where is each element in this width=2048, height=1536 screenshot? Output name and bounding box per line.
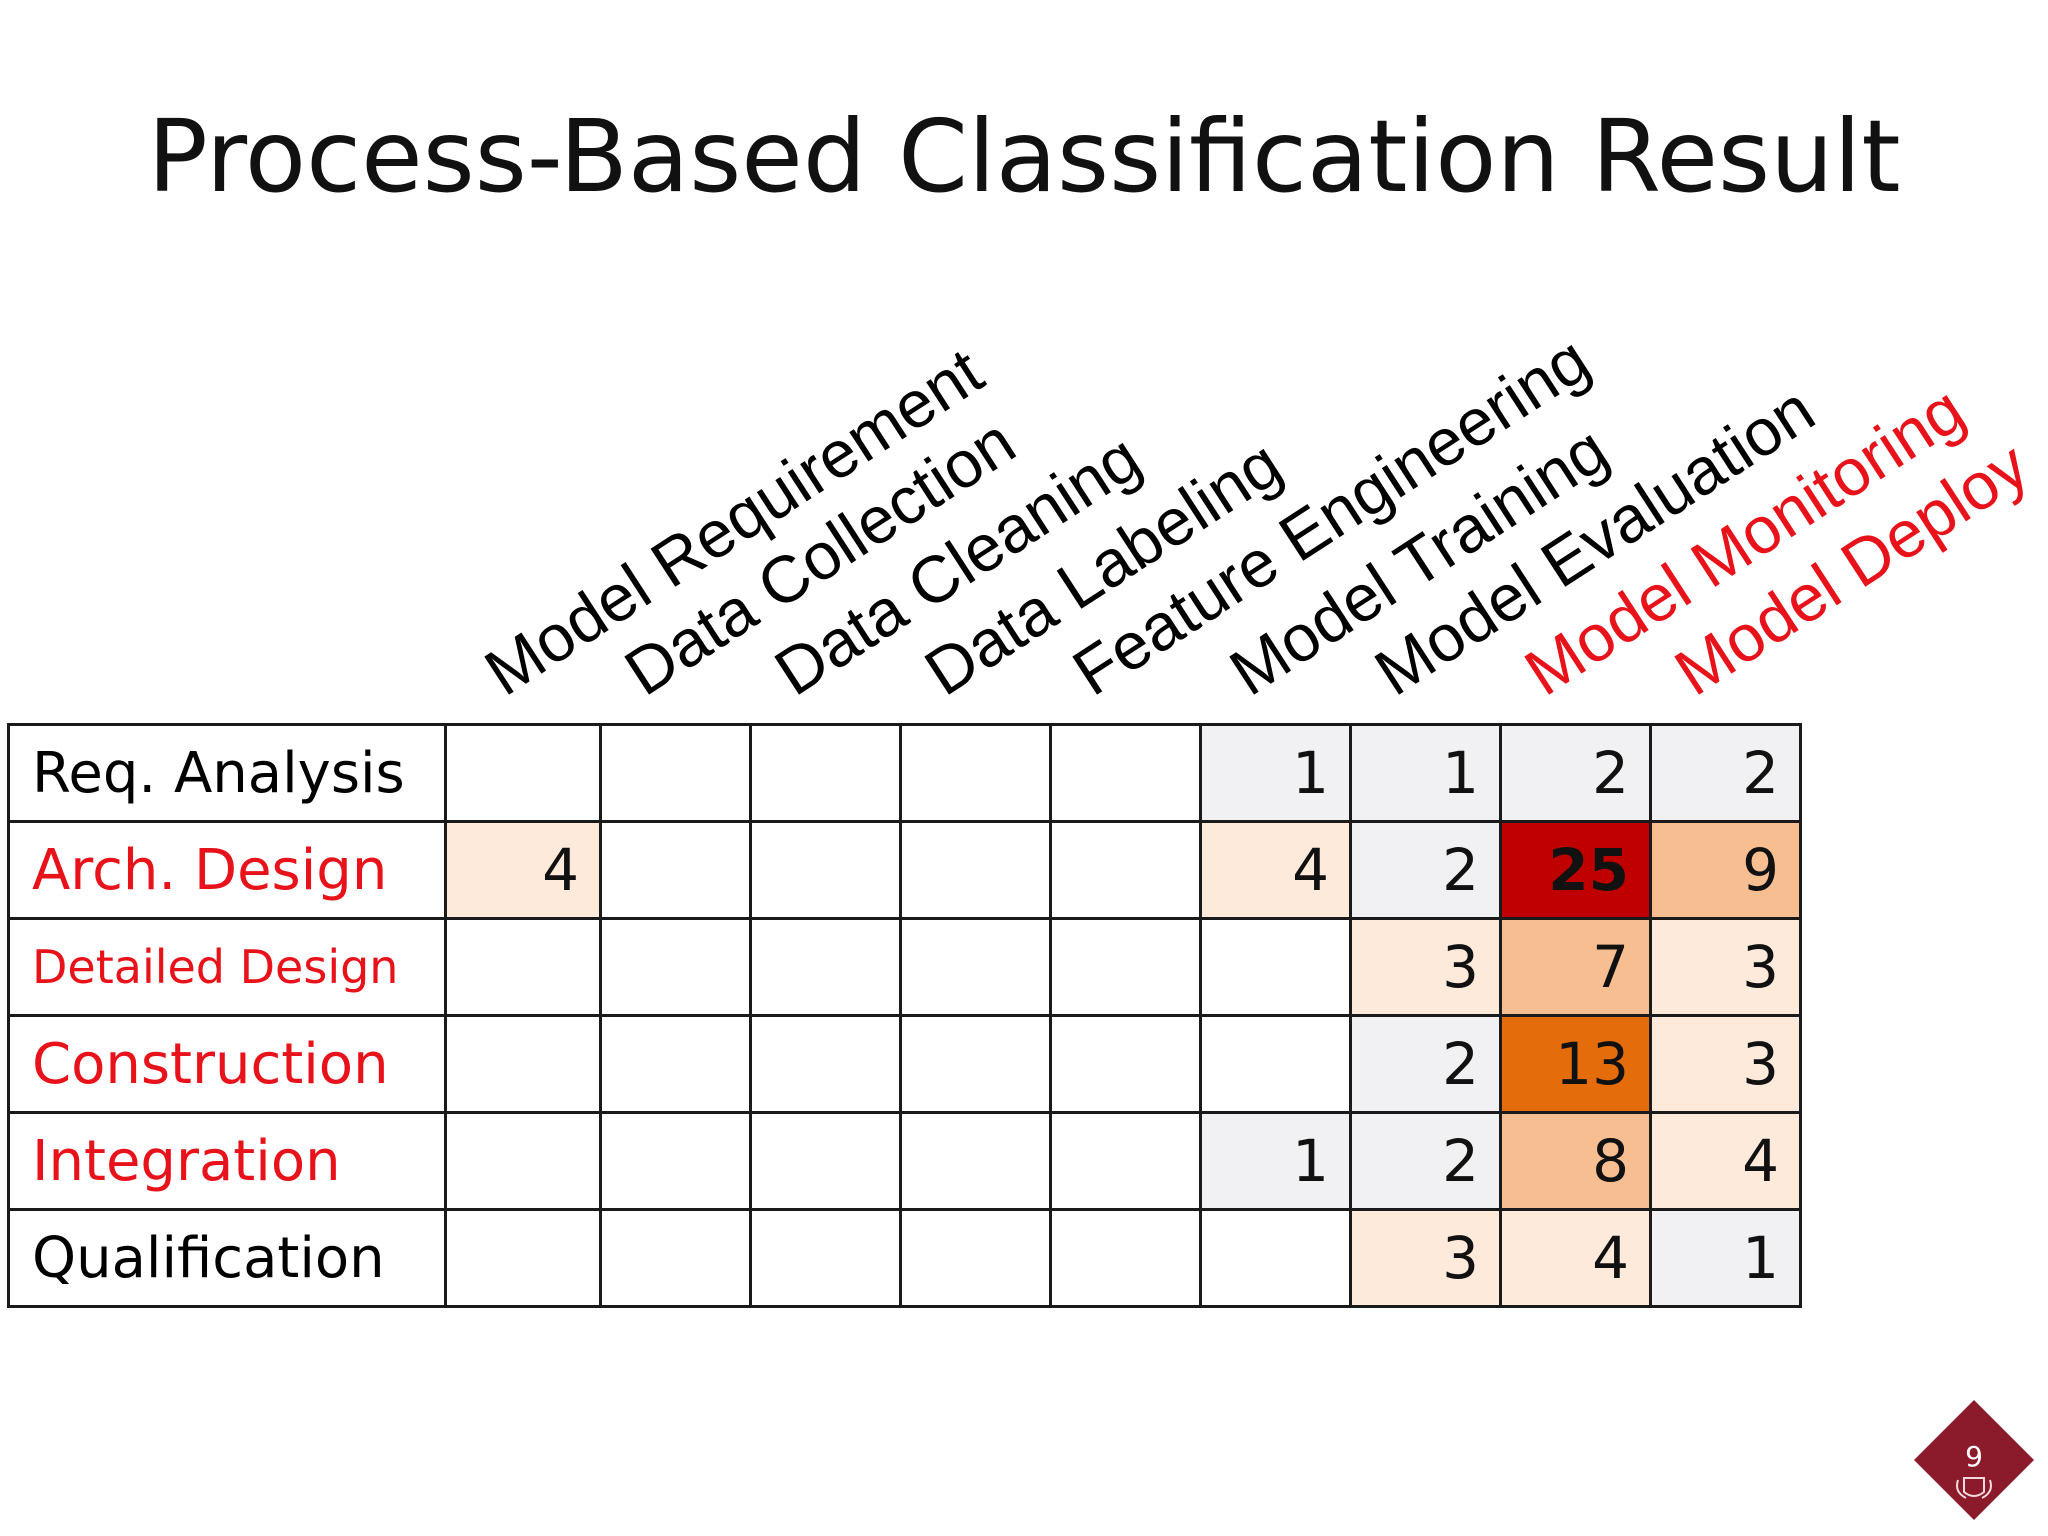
table-cell xyxy=(899,723,1052,823)
row-label: Arch. Design xyxy=(7,820,447,920)
table-row: Arch. Design 4 4 2 25 9 xyxy=(7,820,1802,920)
table-row: Detailed Design 3 7 3 xyxy=(7,917,1802,1017)
table-cell xyxy=(1049,723,1202,823)
table-cell: 2 xyxy=(1649,723,1802,823)
table-cell: 4 xyxy=(444,820,602,920)
table-cell xyxy=(1199,1014,1352,1114)
table-cell xyxy=(749,1111,902,1211)
table-row: Integration 1 2 8 4 xyxy=(7,1111,1802,1211)
table-cell: 1 xyxy=(1349,723,1502,823)
table-cell: 3 xyxy=(1349,1208,1502,1308)
table-cell xyxy=(749,723,902,823)
table-cell xyxy=(899,917,1052,1017)
table-cell xyxy=(1049,917,1202,1017)
table-cell: 1 xyxy=(1199,1111,1352,1211)
table-cell: 3 xyxy=(1649,1014,1802,1114)
row-label: Detailed Design xyxy=(7,917,447,1017)
table-cell xyxy=(444,1208,602,1308)
table-cell xyxy=(1049,820,1202,920)
table-cell: 8 xyxy=(1499,1111,1652,1211)
slide-title: Process-Based Classification Result xyxy=(147,98,1901,215)
table-cell xyxy=(599,1111,752,1211)
table-cell xyxy=(899,820,1052,920)
table-row: Req. Analysis 1 1 2 2 xyxy=(7,723,1802,823)
table-cell xyxy=(599,1014,752,1114)
table-cell: 3 xyxy=(1349,917,1502,1017)
table-cell: 9 xyxy=(1649,820,1802,920)
table-cell: 1 xyxy=(1649,1208,1802,1308)
table-cell: 4 xyxy=(1649,1111,1802,1211)
table-cell xyxy=(899,1111,1052,1211)
table-cell xyxy=(749,1208,902,1308)
page-number: 9 xyxy=(1965,1440,1983,1473)
table-cell xyxy=(599,917,752,1017)
table-cell xyxy=(444,917,602,1017)
table-cell xyxy=(444,1111,602,1211)
table-cell: 2 xyxy=(1349,820,1502,920)
table-cell xyxy=(599,820,752,920)
row-label: Integration xyxy=(7,1111,447,1211)
seal-icon xyxy=(1956,1477,1992,1499)
row-label: Construction xyxy=(7,1014,447,1114)
table-cell xyxy=(899,1014,1052,1114)
table-cell: 4 xyxy=(1499,1208,1652,1308)
table-cell xyxy=(1199,1208,1352,1308)
table-cell xyxy=(749,820,902,920)
table-cell xyxy=(749,917,902,1017)
table-cell: 13 xyxy=(1499,1014,1652,1114)
row-label: Qualification xyxy=(7,1208,447,1308)
table-cell: 2 xyxy=(1349,1111,1502,1211)
table-cell xyxy=(599,1208,752,1308)
table-cell xyxy=(1049,1111,1202,1211)
table-cell: 2 xyxy=(1349,1014,1502,1114)
table-cell xyxy=(1199,917,1352,1017)
page-number-badge xyxy=(1914,1400,2034,1520)
table-row: Qualification 3 4 1 xyxy=(7,1208,1802,1308)
table-cell: 3 xyxy=(1649,917,1802,1017)
table-cell xyxy=(749,1014,902,1114)
table-cell: 2 xyxy=(1499,723,1652,823)
table-cell xyxy=(444,723,602,823)
table-row: Construction 2 13 3 xyxy=(7,1014,1802,1114)
table-cell: 7 xyxy=(1499,917,1652,1017)
table-cell: 4 xyxy=(1199,820,1352,920)
table-cell xyxy=(1049,1014,1202,1114)
table-cell xyxy=(1049,1208,1202,1308)
table-cell xyxy=(599,723,752,823)
table-cell xyxy=(899,1208,1052,1308)
table-cell xyxy=(444,1014,602,1114)
classification-table: Req. Analysis 1 1 2 2 Arch. Design 4 4 2 25 9 Detai… xyxy=(7,723,1802,1308)
table-cell: 1 xyxy=(1199,723,1352,823)
table-cell: 25 xyxy=(1499,820,1652,920)
row-label: Req. Analysis xyxy=(7,723,447,823)
